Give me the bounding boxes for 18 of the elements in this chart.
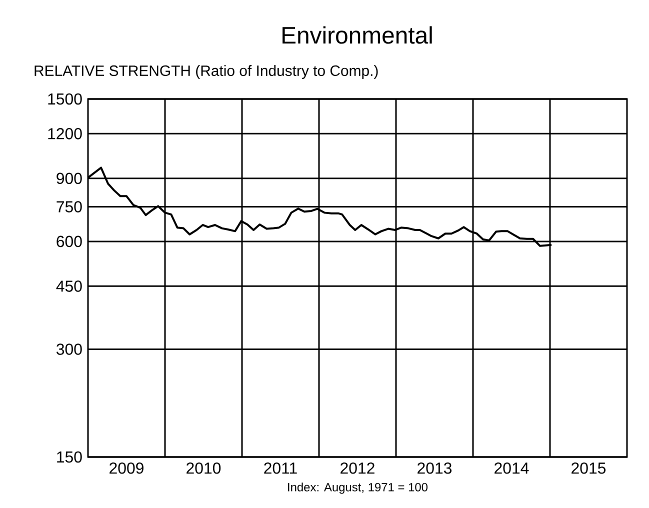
- y-tick-label: 1200: [48, 128, 82, 140]
- y-tick-label: 600: [56, 236, 82, 248]
- x-tick-label: 2014: [494, 462, 529, 474]
- y-tick-label: 150: [57, 451, 82, 463]
- x-axis-title: Index: August, 1971 = 100: [288, 482, 428, 494]
- chart-title: Environmental: [282, 26, 432, 44]
- x-tick-label: 2010: [186, 462, 221, 474]
- chart-subtitle: RELATIVE STRENGTH (Ratio of Industry to Comp.): [34, 65, 378, 79]
- x-tick-label: 2012: [340, 462, 374, 474]
- y-tick-label: 300: [56, 344, 82, 355]
- x-tick-label: 2011: [264, 462, 297, 474]
- y-tick-label: 450: [56, 280, 82, 292]
- x-tick-label: 2009: [110, 462, 144, 474]
- y-tick-label: 900: [56, 172, 82, 184]
- x-tick-label: 2015: [572, 462, 606, 474]
- x-tick-label: 2013: [418, 462, 452, 474]
- y-tick-label: 1500: [48, 93, 82, 105]
- y-tick-label: 750: [56, 201, 82, 212]
